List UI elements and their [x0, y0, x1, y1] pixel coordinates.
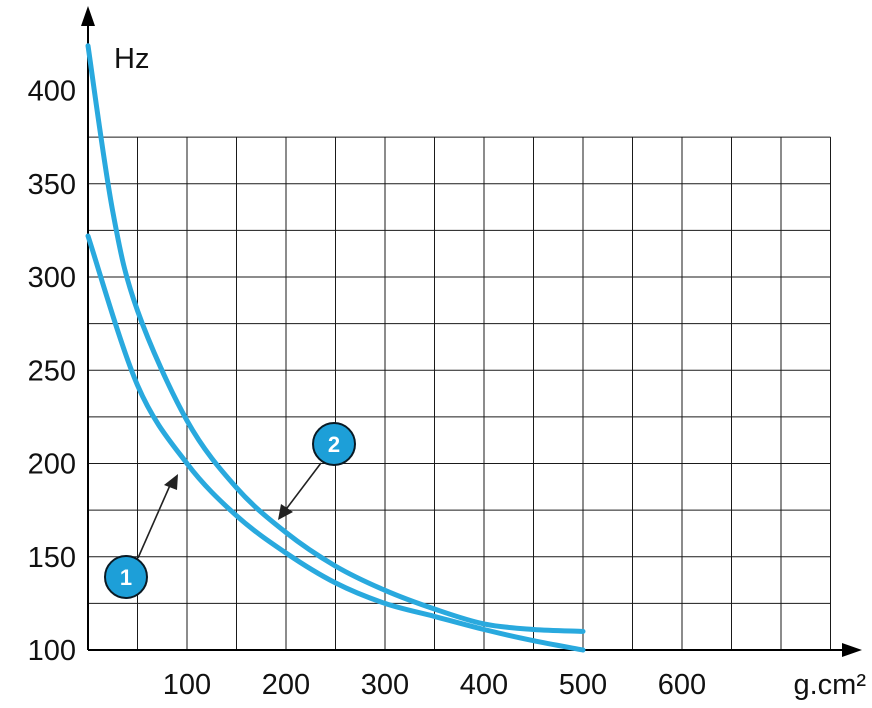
series-2-line — [85, 43, 586, 634]
series-1-badge: 1 — [104, 555, 148, 599]
y-tick-label: 300 — [28, 262, 76, 294]
x-tick-labels: 100 200 300 400 500 600 — [163, 669, 706, 701]
y-axis-arrow — [81, 6, 95, 26]
series-1-badge-label: 1 — [120, 565, 132, 590]
series-1-pointer — [137, 482, 172, 559]
y-tick-label: 100 — [28, 635, 76, 667]
series-2-badge: 2 — [312, 422, 356, 466]
x-tick-label: 600 — [658, 669, 706, 701]
series-2-pointer-head — [278, 504, 293, 520]
y-axis-label: Hz — [114, 43, 149, 75]
x-tick-label: 200 — [262, 669, 310, 701]
y-tick-label: 350 — [28, 169, 76, 201]
series-1-pointer-head — [164, 474, 178, 490]
y-tick-labels: 100 150 200 250 300 350 400 — [28, 76, 76, 668]
x-tick-label: 100 — [163, 669, 211, 701]
series-1-line — [85, 233, 586, 653]
x-axis-label: g.cm² — [794, 669, 867, 701]
series-2-pointer — [283, 462, 322, 513]
x-tick-label: 500 — [559, 669, 607, 701]
y-tick-label: 150 — [28, 542, 76, 574]
y-tick-label: 200 — [28, 449, 76, 481]
y-tick-label: 400 — [28, 76, 76, 108]
chart-curves — [85, 43, 586, 653]
series-2-badge-label: 2 — [328, 432, 340, 457]
x-tick-label: 400 — [460, 669, 508, 701]
x-axis-arrow — [842, 643, 862, 657]
x-tick-label: 300 — [361, 669, 409, 701]
chart-grid — [88, 136, 831, 650]
y-tick-label: 250 — [28, 355, 76, 387]
